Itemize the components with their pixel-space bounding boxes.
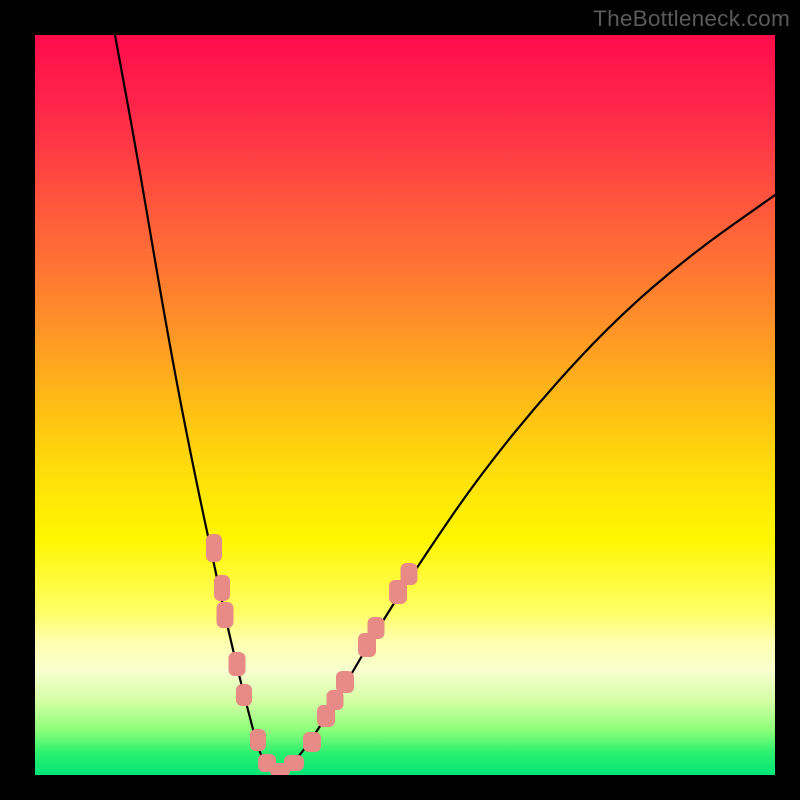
chart-stage: TheBottleneck.com bbox=[0, 0, 800, 800]
marker-point bbox=[217, 602, 234, 628]
marker-point bbox=[336, 671, 354, 693]
bottleneck-chart bbox=[0, 0, 800, 800]
marker-point bbox=[401, 563, 418, 585]
plot-background bbox=[35, 35, 775, 775]
marker-point bbox=[327, 690, 344, 710]
marker-point bbox=[229, 652, 246, 676]
marker-point bbox=[214, 575, 230, 601]
marker-point bbox=[303, 732, 321, 752]
marker-point bbox=[236, 684, 252, 706]
marker-point bbox=[250, 729, 266, 751]
marker-point bbox=[284, 755, 304, 771]
marker-point bbox=[206, 534, 222, 562]
marker-point bbox=[368, 617, 385, 639]
